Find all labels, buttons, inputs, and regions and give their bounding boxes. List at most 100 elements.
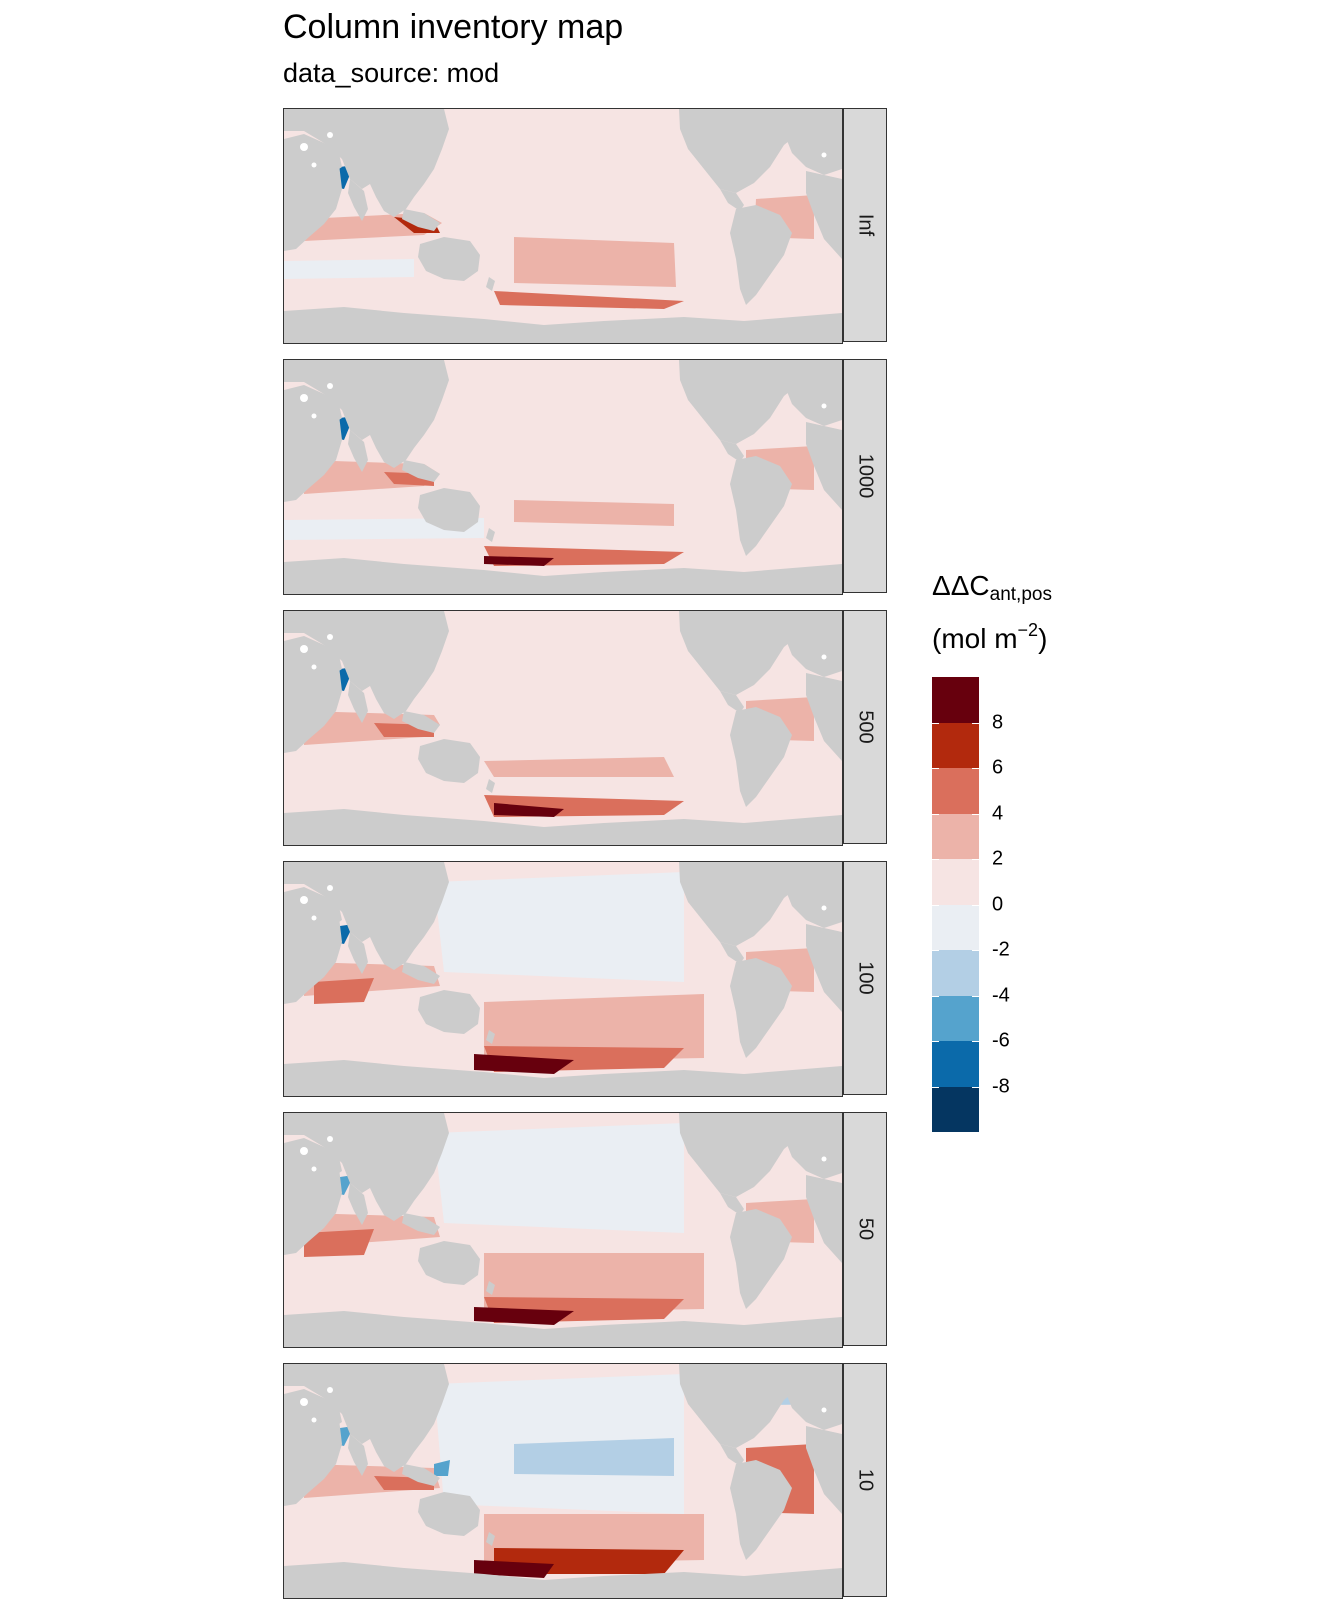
- sea-ice-patch: [300, 1398, 308, 1406]
- facet-strip: 50: [843, 1112, 887, 1346]
- sea-ice-patch: [300, 394, 308, 402]
- legend-tick-mark: [932, 768, 939, 769]
- anomaly-region: [494, 803, 564, 817]
- anomaly-region: [484, 556, 554, 566]
- facet-label: 10: [854, 1468, 877, 1492]
- facet-label: 500: [854, 710, 877, 744]
- facet-strip: 10: [843, 1363, 887, 1597]
- sea-ice-patch: [821, 1156, 827, 1162]
- asia-land: [284, 1113, 449, 1221]
- legend-tick-mark: [972, 1086, 979, 1088]
- south-america-land: [730, 707, 792, 807]
- anomaly-region: [484, 994, 704, 1062]
- legend-unit: (mol m−2): [932, 620, 1048, 654]
- central-america-land: [720, 1444, 744, 1466]
- legend-swatch: [932, 677, 979, 723]
- sea-ice-patch: [327, 885, 333, 891]
- legend-swatch: [932, 813, 979, 859]
- asia-land: [284, 862, 449, 970]
- australia-land: [418, 237, 480, 281]
- newzealand-land: [486, 1030, 495, 1044]
- ocean-map: [283, 1363, 843, 1599]
- antarctica-land: [284, 1562, 842, 1598]
- sea-ice-patch: [821, 152, 827, 158]
- legend-tick-mark: [972, 1041, 979, 1042]
- sea-ice-patch: [821, 905, 827, 911]
- sea-ice-patch: [300, 1147, 308, 1155]
- legend-swatch: [932, 904, 979, 950]
- asia-land: [284, 109, 449, 217]
- sea-ice-patch: [821, 1407, 827, 1413]
- sea-ice-patch: [311, 1166, 317, 1172]
- sea-ice-patch: [327, 1136, 333, 1142]
- facet-label: Inf: [854, 213, 877, 237]
- sea-ice-patch: [327, 132, 333, 138]
- facet-label: 50: [854, 1217, 877, 1241]
- map-panel-inf: Inf: [283, 108, 887, 344]
- south-america-land: [730, 1209, 792, 1309]
- legend-swatch: [932, 859, 979, 905]
- asia-land: [284, 611, 449, 719]
- newzealand-land: [486, 528, 495, 542]
- antarctica-land: [284, 1311, 842, 1347]
- central-america-land: [720, 1193, 744, 1215]
- arabia-land: [314, 641, 342, 677]
- central-america-land: [720, 189, 744, 211]
- indonesia-land: [402, 1213, 440, 1235]
- legend-swatch: [932, 722, 979, 768]
- europe-land: [774, 1113, 842, 1179]
- map-panel-50: 50: [283, 1112, 887, 1348]
- legend-swatch: [932, 768, 979, 814]
- india-land: [348, 430, 368, 472]
- west-africa-land: [806, 924, 842, 1012]
- anomaly-region: [284, 259, 414, 279]
- anomaly-region: [474, 1054, 574, 1074]
- facet-strip: Inf: [843, 108, 887, 342]
- europe-land: [774, 109, 842, 175]
- legend-swatch: [932, 1086, 979, 1132]
- legend-tick-mark: [932, 1041, 939, 1042]
- map-panel-100: 100: [283, 861, 887, 1097]
- legend-tick-mark: [972, 950, 979, 951]
- arabia-land: [314, 139, 342, 175]
- ocean-map: [283, 861, 843, 1097]
- legend-tick-mark: [972, 722, 979, 724]
- ocean-map: [283, 610, 843, 846]
- australia-land: [418, 990, 480, 1034]
- australia-land: [418, 1241, 480, 1285]
- west-africa-land: [806, 673, 842, 761]
- newzealand-land: [486, 779, 495, 793]
- sea-ice-patch: [327, 634, 333, 640]
- south-america-land: [730, 456, 792, 556]
- indonesia-land: [402, 1464, 440, 1486]
- asia-land: [284, 360, 449, 468]
- legend-tick-mark: [932, 950, 939, 951]
- legend-tick-label: 6: [992, 756, 1004, 779]
- anomaly-region: [514, 500, 674, 526]
- legend-tick-mark: [932, 722, 939, 724]
- map-panel-1000: 1000: [283, 359, 887, 595]
- sea-ice-patch: [300, 143, 308, 151]
- antarctica-land: [284, 809, 842, 845]
- central-america-land: [720, 942, 744, 964]
- south-america-land: [730, 1460, 792, 1560]
- europe-land: [774, 862, 842, 928]
- australia-land: [418, 488, 480, 532]
- south-america-land: [730, 958, 792, 1058]
- anomaly-region: [484, 757, 674, 777]
- ocean-map: [283, 359, 843, 595]
- anomaly-region: [304, 1229, 374, 1257]
- legend-tick-label: -8: [992, 1075, 1010, 1097]
- newzealand-land: [486, 1532, 495, 1546]
- anomaly-region: [474, 1307, 574, 1325]
- south-america-land: [730, 205, 792, 305]
- europe-land: [774, 360, 842, 426]
- antarctica-land: [284, 307, 842, 343]
- india-land: [348, 1434, 368, 1476]
- sea-ice-patch: [311, 1417, 317, 1423]
- legend-swatch: [932, 1041, 979, 1087]
- antarctica-land: [284, 1060, 842, 1096]
- australia-land: [418, 739, 480, 783]
- australia-land: [418, 1492, 480, 1536]
- legend-tick-mark: [932, 904, 939, 906]
